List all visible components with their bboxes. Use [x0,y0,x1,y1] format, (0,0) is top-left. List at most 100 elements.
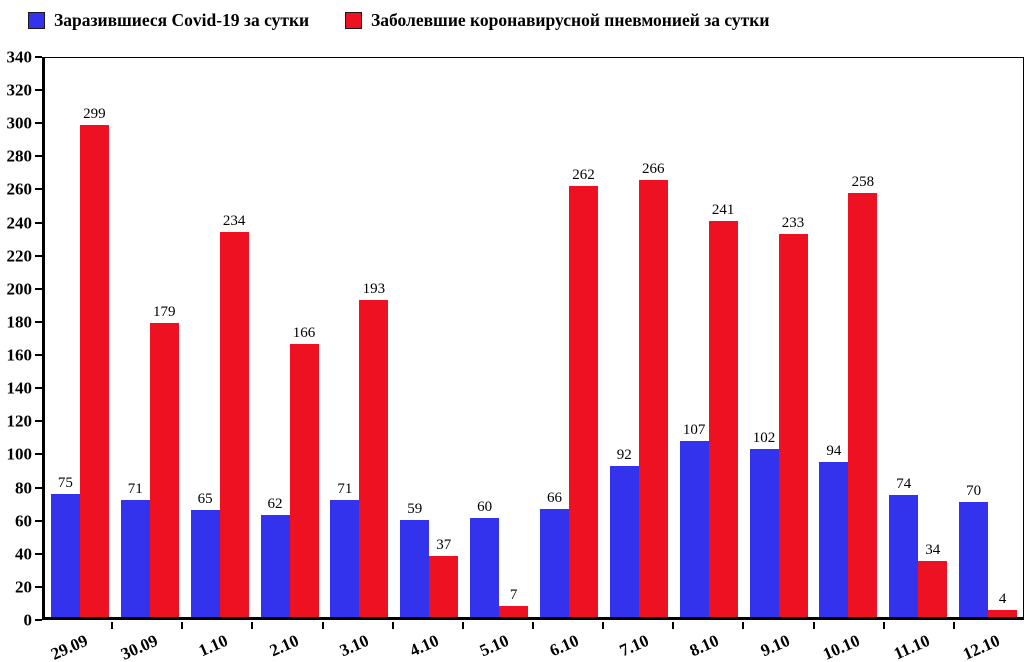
bar-group-12.10: 70 4 [953,58,1023,617]
value-label: 107 [682,422,706,439]
bar-slot: 59 [400,58,430,617]
value-label: 179 [153,303,176,320]
bar-slot: 299 [79,58,109,617]
bar-slot: 241 [708,58,738,617]
x-tick-mark [391,622,394,629]
y-tick-mark [35,122,42,125]
legend-label-pneumonia: Заболевшие коронавирусной пневмонией за … [371,10,770,30]
value-label: 37 [436,537,452,554]
bar-slot: 258 [848,58,878,617]
blue-bar-2.10 [260,515,290,617]
bar-slot: 179 [149,58,179,617]
bar-slot: 193 [359,58,389,617]
blue-bar-29.09 [50,493,80,617]
bar-group-1.10: 65 234 [185,58,255,617]
red-bar-12.10 [988,610,1018,617]
bar-pair: 70 4 [959,58,1018,617]
bar-slot: 34 [918,58,948,617]
y-tick-label: 160 [6,345,33,365]
value-label: 62 [267,496,283,513]
bar-group-30.09: 71 179 [115,58,185,617]
bar-slot: 70 [959,58,989,617]
bar-pair: 62 166 [260,58,319,617]
bar-pair: 102 233 [749,58,808,617]
bar-slot: 62 [260,58,290,617]
legend-swatch-blue [28,12,45,29]
red-bar-30.09 [149,322,179,617]
value-label: 66 [546,489,562,506]
value-label: 4 [998,591,1007,608]
value-label: 94 [826,443,842,460]
value-label: 71 [127,481,143,498]
bar-slot: 266 [638,58,668,617]
y-tick-mark [35,155,42,158]
y-tick-label: 200 [6,279,33,299]
x-tick-mark [742,622,745,629]
x-tick-mark [181,622,184,629]
x-tick-mark [602,622,605,629]
legend-item-covid: Заразившиеся Covid-19 за сутки [28,10,309,31]
x-tick-label-29.09: 29.09 [48,630,91,662]
bar-pair: 71 179 [120,58,179,617]
blue-bar-30.09 [120,500,150,617]
red-bar-8.10 [708,220,738,617]
value-label: 166 [292,325,316,342]
bar-pair: 71 193 [330,58,389,617]
bar-pair: 107 241 [679,58,738,617]
bar-slot: 7 [499,58,529,617]
value-label: 75 [57,474,73,491]
y-tick-label: 180 [6,312,33,332]
x-tick-mark [461,622,464,629]
value-label: 299 [83,106,106,123]
blue-bar-6.10 [539,508,569,617]
value-label: 102 [752,430,776,447]
bar-slot: 75 [50,58,80,617]
y-tick-label: 260 [6,179,33,199]
value-label: 7 [509,586,518,603]
x-tick-mark [952,622,955,629]
red-bar-3.10 [359,299,389,617]
red-bar-5.10 [499,605,529,617]
y-tick-mark [35,585,42,588]
blue-bar-12.10 [959,501,989,617]
value-label: 60 [477,499,493,516]
bar-pair: 59 37 [400,58,459,617]
y-tick-mark [35,89,42,92]
blue-bar-11.10 [889,495,919,617]
value-label: 266 [642,160,665,177]
value-label: 59 [407,501,423,517]
bar-pair: 75 299 [50,58,109,617]
red-bar-10.10 [848,192,878,617]
value-label: 258 [851,173,875,190]
y-tick-label: 60 [15,511,32,531]
y-tick-label: 220 [6,246,33,266]
value-label: 74 [896,476,912,493]
y-tick-mark [35,453,42,456]
y-tick-label: 20 [15,577,32,597]
x-tick-mark [672,622,675,629]
bar-group-3.10: 71 193 [324,58,394,617]
blue-bar-3.10 [330,500,360,617]
y-tick-mark [35,287,42,290]
bar-slot: 102 [749,58,779,617]
red-bar-9.10 [778,233,808,617]
y-axis: 0 20 40 60 80 100 120 140 160 180 200 220 240 260 280 3… [0,49,42,629]
bar-group-2.10: 62 166 [255,58,325,617]
y-tick-label: 40 [15,544,32,564]
y-tick-mark [35,221,42,224]
bar-slot: 107 [679,58,709,617]
y-tick-label: 100 [6,444,33,464]
blue-bar-4.10 [400,520,430,617]
y-tick-mark [35,188,42,191]
bar-slot: 234 [219,58,249,617]
value-label: 71 [337,481,353,498]
value-label: 92 [616,446,632,463]
bar-slot: 94 [819,58,849,617]
y-tick-label: 280 [6,146,33,166]
bar-slot: 71 [120,58,150,617]
bar-pair: 66 262 [539,58,598,617]
red-bar-1.10 [219,232,249,617]
blue-bar-10.10 [819,462,849,617]
bar-slot: 92 [609,58,639,617]
y-tick-mark [35,420,42,423]
